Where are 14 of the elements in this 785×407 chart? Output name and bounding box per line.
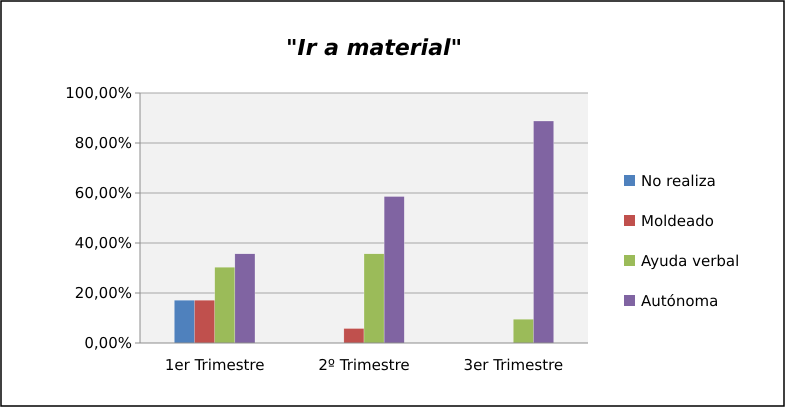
y-tick-label: 40,00% xyxy=(74,234,132,252)
y-tick-label: 100,00% xyxy=(65,84,132,102)
y-tick-label: 0,00% xyxy=(84,334,132,352)
x-tick-label: 2º Trimestre xyxy=(318,356,410,374)
legend-label: Ayuda verbal xyxy=(641,252,740,270)
chart-title: "Ir a material" xyxy=(286,36,462,61)
x-tick-label: 1er Trimestre xyxy=(164,356,264,374)
legend-label: Moldeado xyxy=(641,212,714,230)
y-tick-label: 80,00% xyxy=(74,134,132,152)
legend-label: Autónoma xyxy=(641,292,718,310)
x-tick-label: 3er Trimestre xyxy=(464,356,564,374)
y-tick-label: 60,00% xyxy=(74,184,132,202)
legend-label: No realiza xyxy=(641,172,716,190)
y-tick-label: 20,00% xyxy=(74,284,132,302)
